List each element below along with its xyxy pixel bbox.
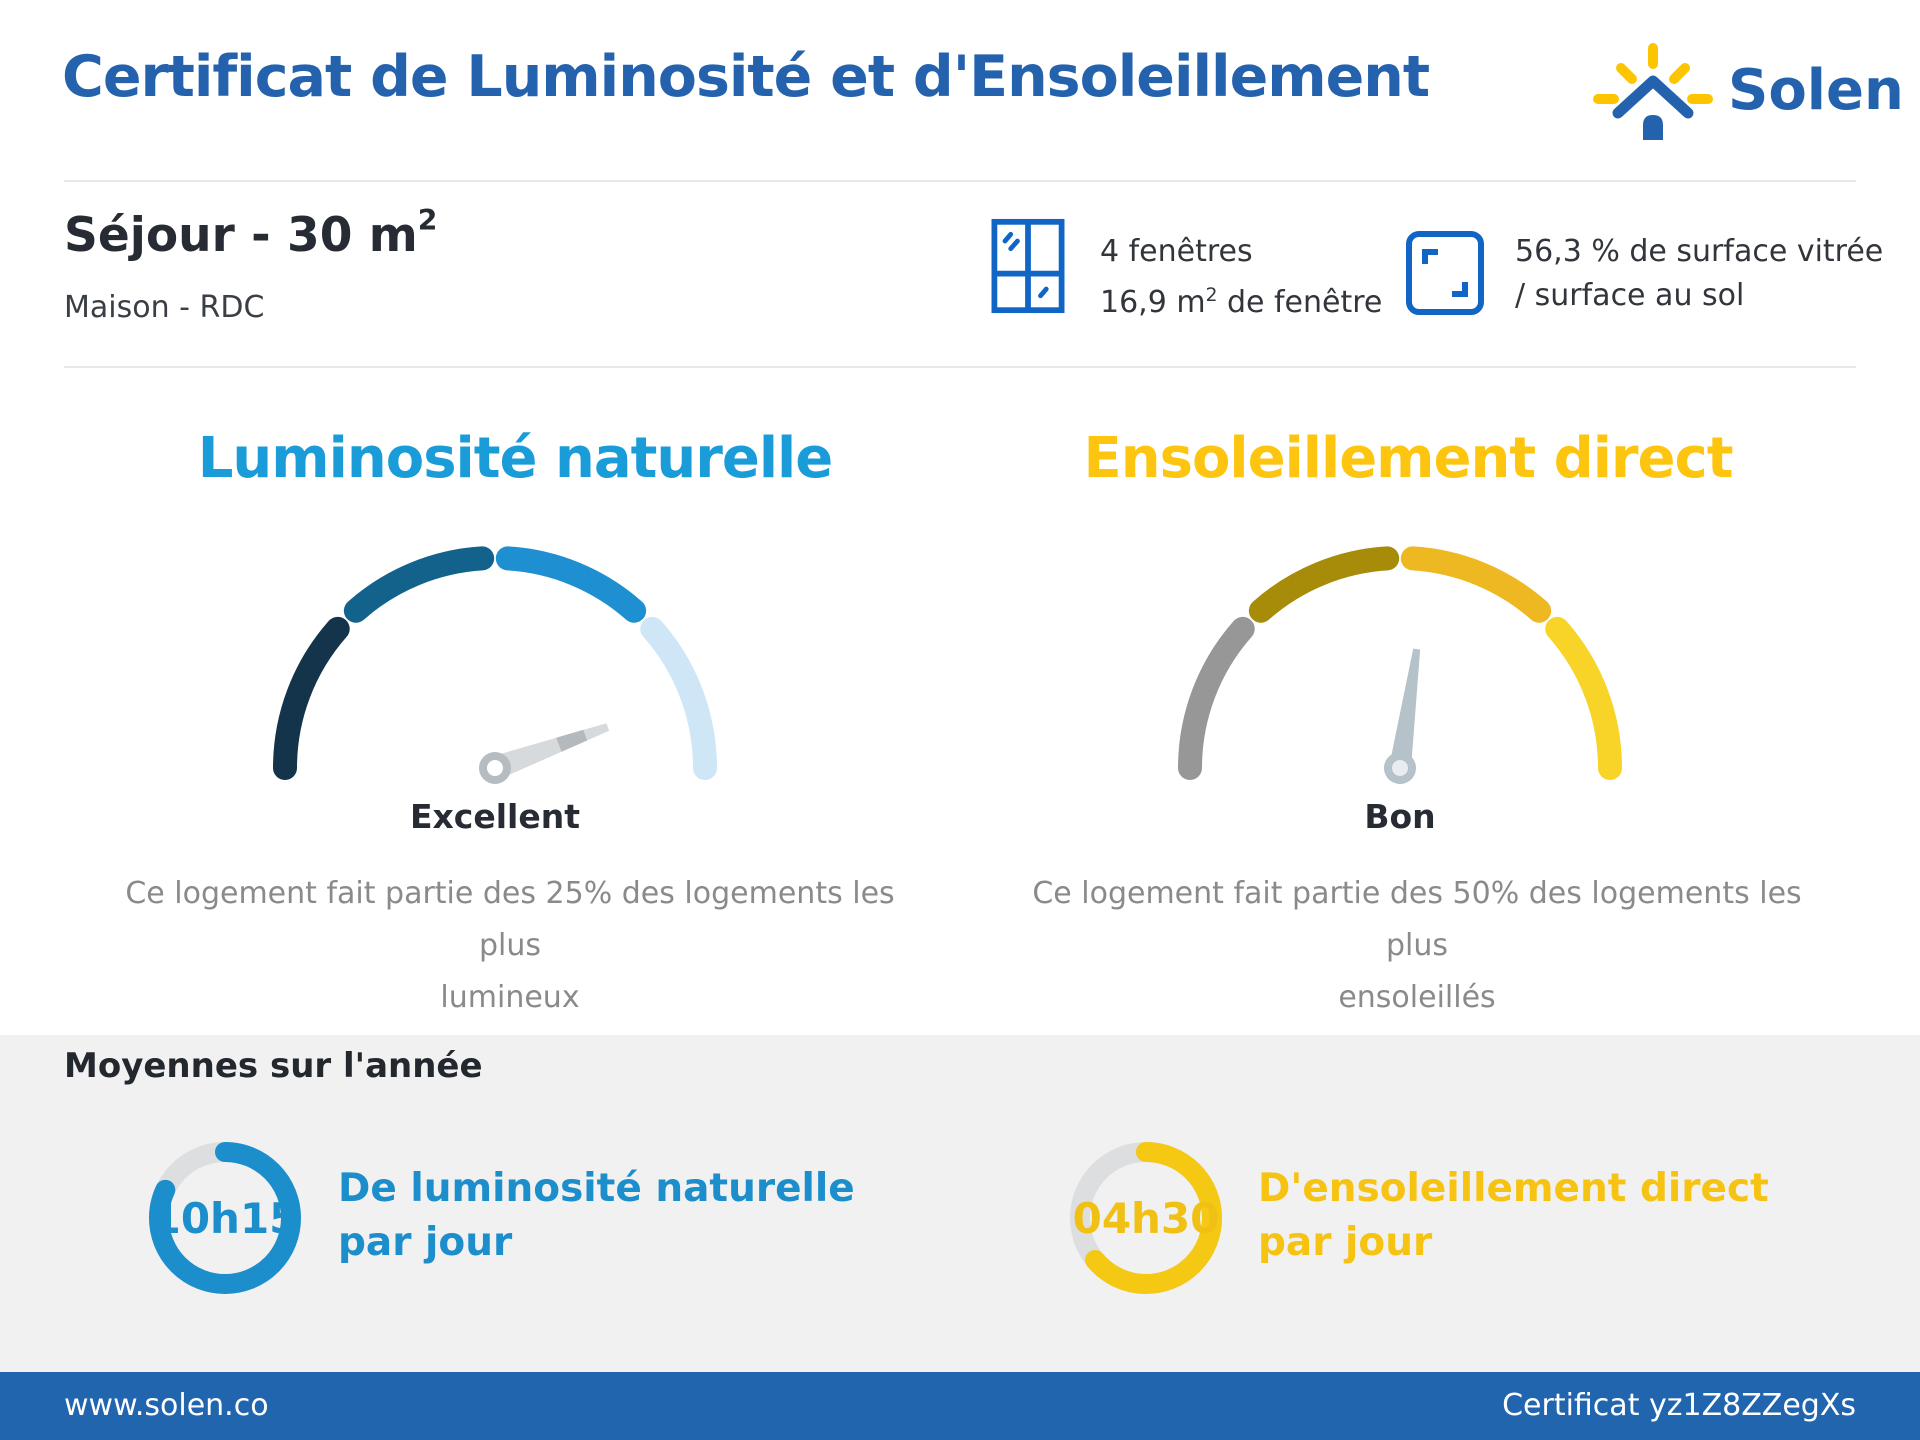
divider-stats — [64, 366, 1856, 368]
divider-top — [64, 180, 1856, 182]
gauge-title-luminosite: Luminosité naturelle — [197, 426, 833, 491]
gauge-value-ensoleillement: Bon — [1364, 797, 1436, 836]
window-icon — [991, 218, 1065, 314]
windows-area: 16,9 m2 de fenêtre — [1100, 274, 1382, 325]
progress-ring-icon — [149, 1142, 301, 1294]
averages-panel — [0, 1035, 1920, 1372]
gauge-segment-1 — [1178, 616, 1255, 780]
gauge-luminosite — [273, 546, 717, 784]
footer-bar — [0, 1372, 1920, 1440]
gauge-value-luminosite: Excellent — [409, 797, 581, 836]
gauge-description-line1: Ce logement fait partie des 50% des loge… — [1032, 876, 1802, 963]
windows-stat: 4 fenêtres 16,9 m2 de fenêtre — [1100, 230, 1382, 325]
windows-count: 4 fenêtres — [1100, 234, 1253, 269]
sunlight-hours: 04h30 — [1072, 1193, 1220, 1243]
gauge-segment-2 — [343, 546, 495, 623]
progress-ring-fill — [1070, 1142, 1222, 1294]
surface-stat: 56,3 % de surface vitrée / surface au so… — [1515, 230, 1883, 318]
footer-site-link[interactable]: www.solen.co — [64, 1388, 269, 1423]
brand-name: Solen — [1728, 57, 1904, 123]
surface-ratio-denominator: / surface au sol — [1515, 278, 1745, 313]
gauge-ensoleillement — [1178, 546, 1622, 784]
windows-area-unit: de fenêtre — [1217, 285, 1383, 320]
page-title: Certificat de Luminosité et d'Ensoleille… — [62, 44, 1430, 110]
sunlight-caption-line2: par jour — [1258, 1220, 1433, 1265]
daylight-caption: De luminosité naturelle par jour — [338, 1162, 855, 1270]
gauge-description-luminosite: Ce logement fait partie des 25% des loge… — [105, 868, 915, 1024]
gauge-description-line1: Ce logement fait partie des 25% des loge… — [125, 876, 895, 963]
sunlight-ring: 04h30 — [1062, 1134, 1230, 1302]
room-subtitle: Maison - RDC — [64, 290, 265, 325]
sunlight-caption: D'ensoleillement direct par jour — [1258, 1162, 1769, 1270]
gauge-segment-4 — [640, 616, 717, 780]
daylight-ring: 10h15 — [141, 1134, 309, 1302]
windows-area-text: 16,9 m — [1100, 285, 1206, 320]
brand-logo: Solen — [1592, 40, 1904, 140]
windows-area-sup: 2 — [1205, 285, 1218, 306]
footer-certificate-id: Certificat yz1Z8ZZegXs — [1502, 1388, 1856, 1423]
gauge-needle — [479, 723, 610, 784]
gauge-description-line2: ensoleillés — [1338, 980, 1496, 1015]
room-title: Séjour - 30 m2 — [64, 204, 437, 263]
gauge-segment-2 — [1248, 546, 1400, 623]
surface-ratio: 56,3 % de surface vitrée — [1515, 234, 1884, 269]
averages-heading: Moyennes sur l'année — [64, 1046, 483, 1086]
gauge-description-line2: lumineux — [440, 980, 580, 1015]
gauge-segment-3 — [495, 546, 647, 623]
progress-ring-icon — [1070, 1142, 1222, 1294]
gauge-title-ensoleillement: Ensoleillement direct — [1083, 426, 1734, 491]
daylight-hours: 10h15 — [151, 1193, 299, 1243]
gauge-segment-4 — [1545, 616, 1622, 780]
daylight-caption-line1: De luminosité naturelle — [338, 1166, 855, 1211]
gauge-needle — [1384, 648, 1421, 784]
gauge-segment-3 — [1400, 546, 1552, 623]
room-title-text: Séjour - 30 m — [64, 208, 418, 263]
solen-house-sun-icon — [1593, 43, 1713, 140]
surface-icon — [1406, 231, 1484, 315]
gauge-segment-1 — [273, 616, 350, 780]
room-title-sup: 2 — [417, 204, 438, 238]
daylight-caption-line2: par jour — [338, 1220, 513, 1265]
progress-ring-fill — [149, 1142, 301, 1294]
gauge-description-ensoleillement: Ce logement fait partie des 50% des loge… — [1012, 868, 1822, 1024]
sunlight-caption-line1: D'ensoleillement direct — [1258, 1166, 1769, 1211]
